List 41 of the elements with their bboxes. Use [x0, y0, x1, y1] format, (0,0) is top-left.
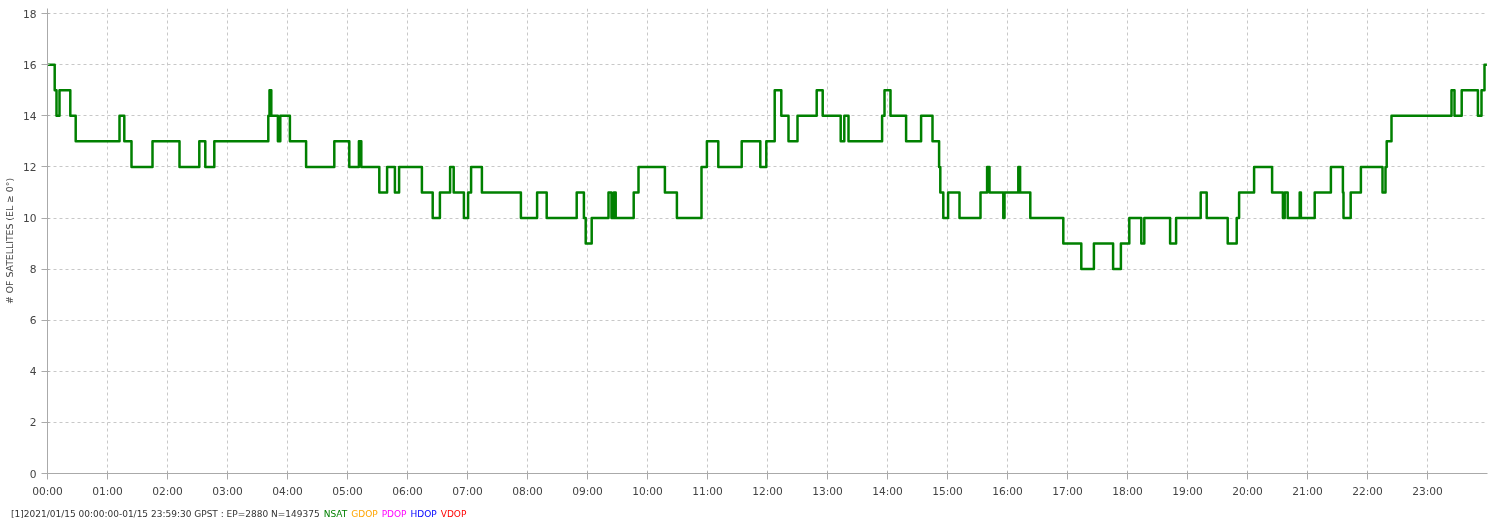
x-tick-label: 08:00 [512, 484, 544, 498]
x-tick-label: 18:00 [1112, 484, 1144, 498]
text: NSAT [323, 509, 348, 519]
x-tick-label: 23:00 [1412, 484, 1444, 498]
x-tick-label: 20:00 [1232, 484, 1264, 498]
x-tick-label: 13:00 [812, 484, 844, 498]
text: PDOP [381, 509, 407, 519]
x-tick-label: 19:00 [1172, 484, 1204, 498]
x-tick-label: 04:00 [272, 484, 304, 498]
text: VDOP [440, 509, 467, 519]
text: [1]2021/01/15 00:00:00-01/15 23:59:30 GPST : EP=2880 N=149375 [11, 509, 320, 519]
y-tick-label: 2 [29, 416, 37, 430]
y-tick-label: 10 [22, 212, 37, 226]
y-axis-title: # OF SATELLITES (EL ≥ 0°) [3, 177, 15, 305]
x-tick-label: 05:00 [332, 484, 364, 498]
x-tick-label: 22:00 [1352, 484, 1384, 498]
text: GDOP [351, 509, 378, 519]
x-tick-label: 14:00 [872, 484, 904, 498]
x-tick-label: 09:00 [572, 484, 604, 498]
x-tick-label: 02:00 [152, 484, 184, 498]
y-tick-label: 4 [29, 365, 37, 379]
y-tick-label: 16 [22, 58, 37, 72]
x-tick-label: 21:00 [1292, 484, 1324, 498]
y-tick-label: 18 [22, 7, 37, 21]
x-tick-label: 07:00 [452, 484, 484, 498]
x-tick-label: 16:00 [992, 484, 1024, 498]
x-tick-label: 06:00 [392, 484, 424, 498]
y-tick-label: 6 [29, 314, 37, 328]
text: HDOP [410, 509, 437, 519]
x-tick-label: 03:00 [212, 484, 244, 498]
x-tick-label: 15:00 [932, 484, 964, 498]
y-tick-label: 0 [29, 467, 37, 481]
y-tick-label: 12 [22, 160, 37, 174]
x-tick-label: 01:00 [92, 484, 124, 498]
x-tick-label: 12:00 [752, 484, 784, 498]
x-tick-label: 11:00 [692, 484, 724, 498]
y-tick-label: 8 [29, 263, 37, 277]
x-tick-label: 10:00 [632, 484, 664, 498]
y-tick-label: 14 [22, 109, 37, 123]
x-tick-label: 17:00 [1052, 484, 1084, 498]
x-tick-label: 00:00 [32, 484, 64, 498]
